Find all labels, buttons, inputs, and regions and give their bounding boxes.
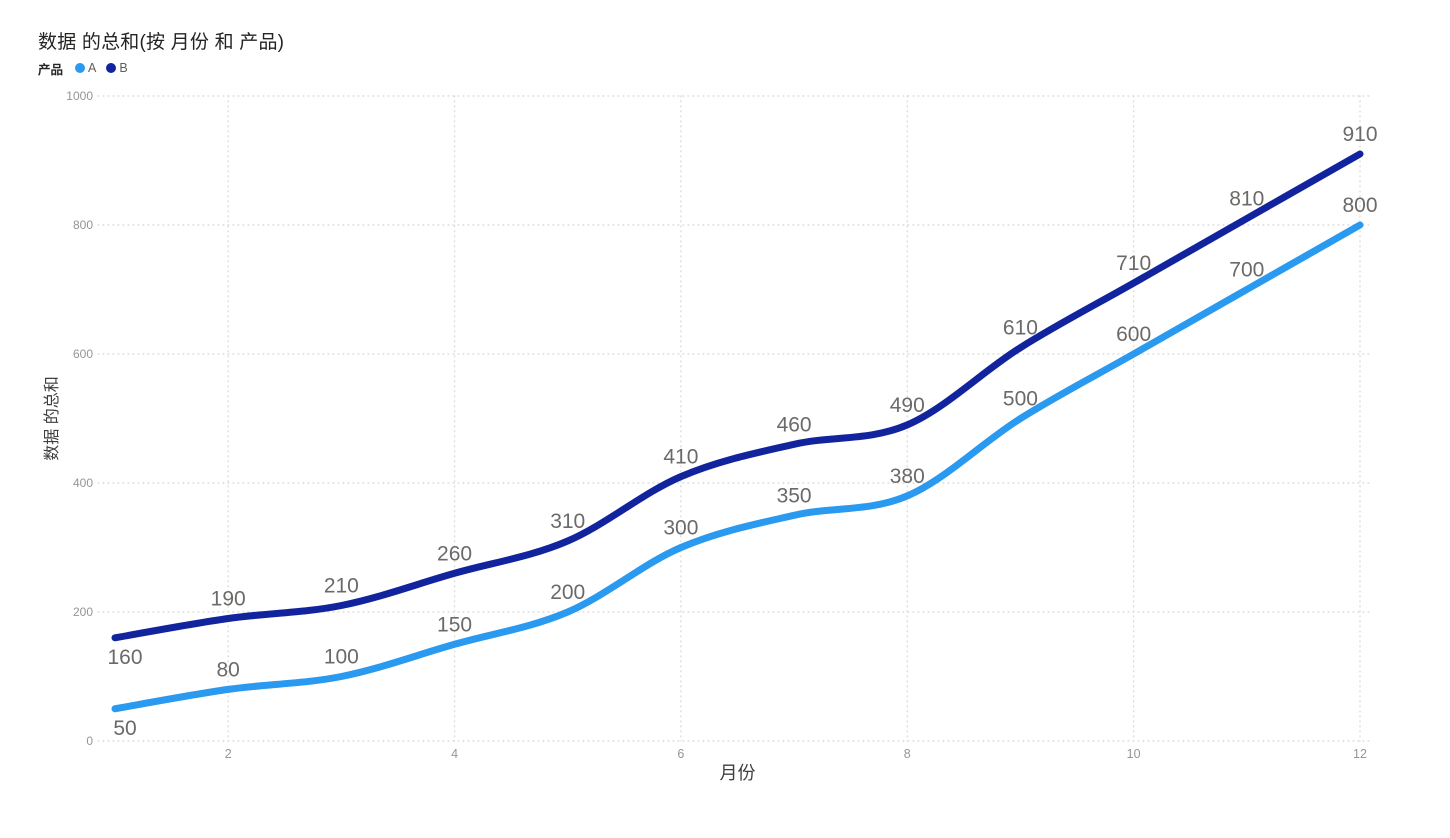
data-label-A: 200 [550,581,585,604]
data-label-B: 260 [437,542,472,565]
x-tick-label: 8 [904,747,911,761]
legend-title: 产品 [38,62,64,77]
legend-item-a-label: A [88,61,97,75]
legend: 产品 A B [38,60,138,77]
data-label-A: 50 [113,717,136,740]
y-tick-label: 800 [73,218,93,232]
x-tick-label: 10 [1127,747,1141,761]
data-label-B: 460 [777,413,812,436]
x-tick-label: 2 [225,747,232,761]
chart-title: 数据 的总和(按 月份 和 产品) [38,32,285,53]
data-label-B: 160 [107,646,142,669]
data-label-A: 350 [777,484,812,507]
data-label-A: 150 [437,613,472,636]
legend-item-a[interactable]: A [75,61,96,75]
legend-item-b[interactable]: B [106,61,128,75]
y-tick-label: 600 [73,347,93,361]
x-tick-label: 12 [1353,747,1367,761]
x-axis-title: 月份 [720,763,756,783]
data-label-B: 490 [890,394,925,417]
data-label-B: 410 [663,446,698,469]
data-label-B: 710 [1116,252,1151,275]
x-tick-label: 4 [451,747,458,761]
y-axis-title: 数据 的总和 [43,376,61,460]
data-label-A: 300 [663,517,698,540]
legend-item-b-label: B [119,61,128,75]
data-label-B: 190 [211,587,246,610]
y-tick-label: 1000 [66,89,93,103]
series-line-B[interactable] [111,150,1364,642]
y-tick-label: 0 [86,734,93,748]
data-label-A: 700 [1229,259,1264,282]
legend-dot-a-icon [75,63,86,73]
x-tick-label: 6 [677,747,684,761]
data-label-A: 80 [217,658,240,681]
legend-dot-b-icon [106,63,117,73]
data-label-B: 210 [324,575,359,598]
y-tick-label: 200 [73,605,93,619]
data-label-A: 600 [1116,323,1151,346]
data-label-B: 310 [550,510,585,533]
data-label-B: 910 [1342,123,1377,146]
data-label-A: 100 [324,646,359,669]
data-label-A: 800 [1342,194,1377,217]
data-label-B: 810 [1229,188,1264,211]
data-label-A: 500 [1003,388,1038,411]
y-tick-label: 400 [73,476,93,490]
data-label-A: 380 [890,465,925,488]
data-label-B: 610 [1003,317,1038,340]
series-line-A[interactable] [111,221,1364,713]
